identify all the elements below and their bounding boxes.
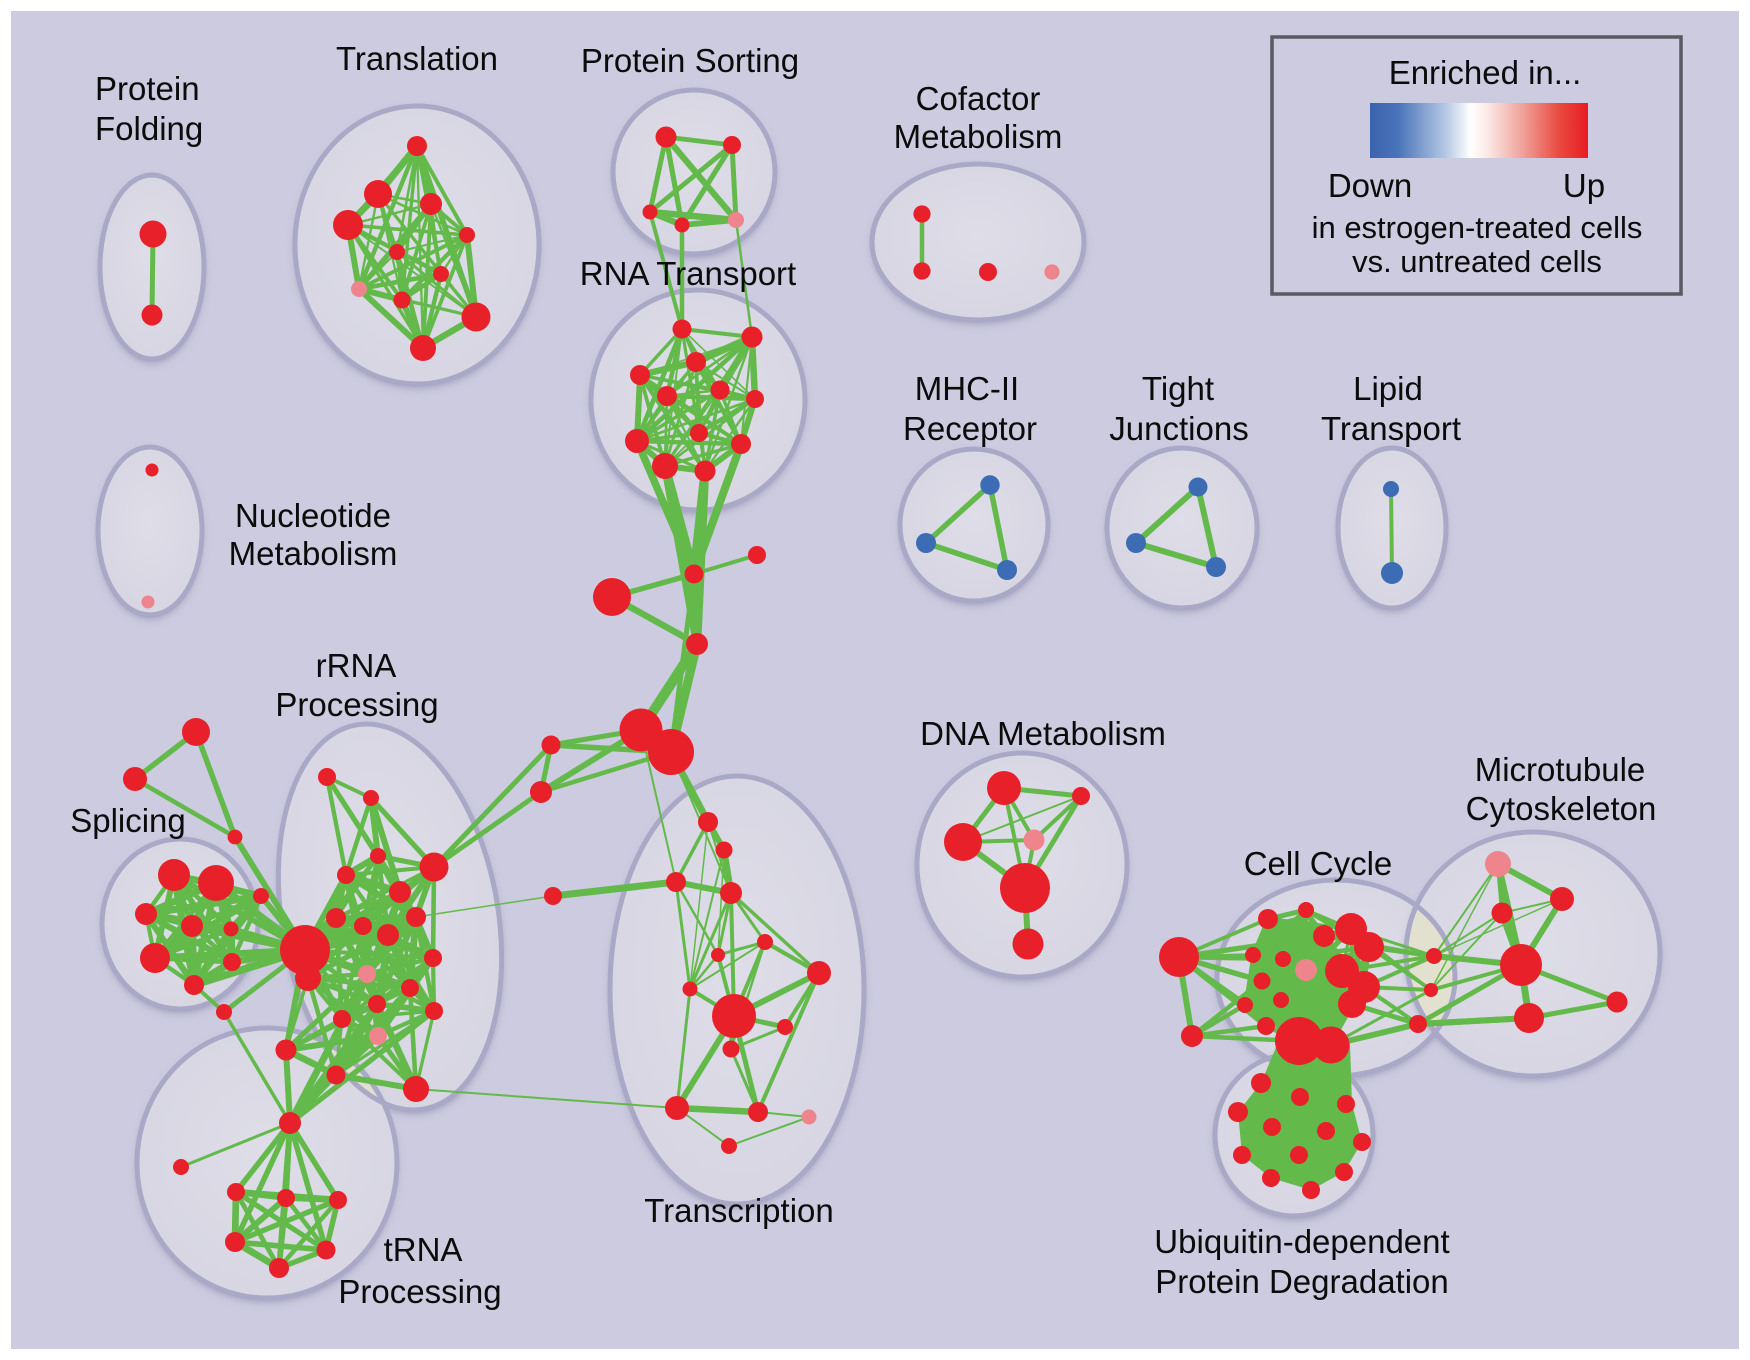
- svg-text:Translation: Translation: [336, 40, 498, 77]
- svg-text:Processing: Processing: [275, 686, 438, 723]
- svg-text:Receptor: Receptor: [903, 410, 1037, 447]
- svg-text:Microtubule: Microtubule: [1475, 751, 1646, 788]
- svg-text:Cytoskeleton: Cytoskeleton: [1466, 790, 1657, 827]
- svg-text:DNA Metabolism: DNA Metabolism: [920, 715, 1166, 752]
- svg-text:Nucleotide: Nucleotide: [235, 497, 391, 534]
- svg-text:Ubiquitin-dependent: Ubiquitin-dependent: [1154, 1223, 1449, 1260]
- svg-text:Processing: Processing: [338, 1273, 501, 1310]
- svg-text:Transport: Transport: [1321, 410, 1461, 447]
- svg-text:Protein Degradation: Protein Degradation: [1155, 1263, 1449, 1300]
- svg-text:Junctions: Junctions: [1109, 410, 1248, 447]
- svg-text:RNA Transport: RNA Transport: [580, 255, 796, 292]
- svg-text:rRNA: rRNA: [316, 647, 397, 684]
- svg-text:Cell Cycle: Cell Cycle: [1244, 845, 1393, 882]
- svg-text:Transcription: Transcription: [644, 1192, 834, 1229]
- svg-text:Tight: Tight: [1142, 370, 1214, 407]
- svg-text:Folding: Folding: [95, 110, 203, 147]
- svg-text:vs. untreated cells: vs. untreated cells: [1352, 244, 1602, 279]
- svg-text:Protein Sorting: Protein Sorting: [581, 42, 799, 79]
- svg-text:tRNA: tRNA: [384, 1231, 463, 1268]
- svg-text:MHC-II: MHC-II: [915, 370, 1019, 407]
- svg-text:Enriched in...: Enriched in...: [1389, 54, 1582, 91]
- svg-text:Metabolism: Metabolism: [894, 118, 1063, 155]
- svg-text:Metabolism: Metabolism: [229, 535, 398, 572]
- svg-text:Up: Up: [1563, 167, 1605, 204]
- svg-text:in estrogen-treated cells: in estrogen-treated cells: [1312, 210, 1643, 245]
- svg-text:Splicing: Splicing: [70, 802, 186, 839]
- svg-text:Protein: Protein: [95, 70, 200, 107]
- svg-text:Down: Down: [1328, 167, 1412, 204]
- svg-text:Cofactor: Cofactor: [916, 80, 1041, 117]
- svg-text:Lipid: Lipid: [1353, 370, 1423, 407]
